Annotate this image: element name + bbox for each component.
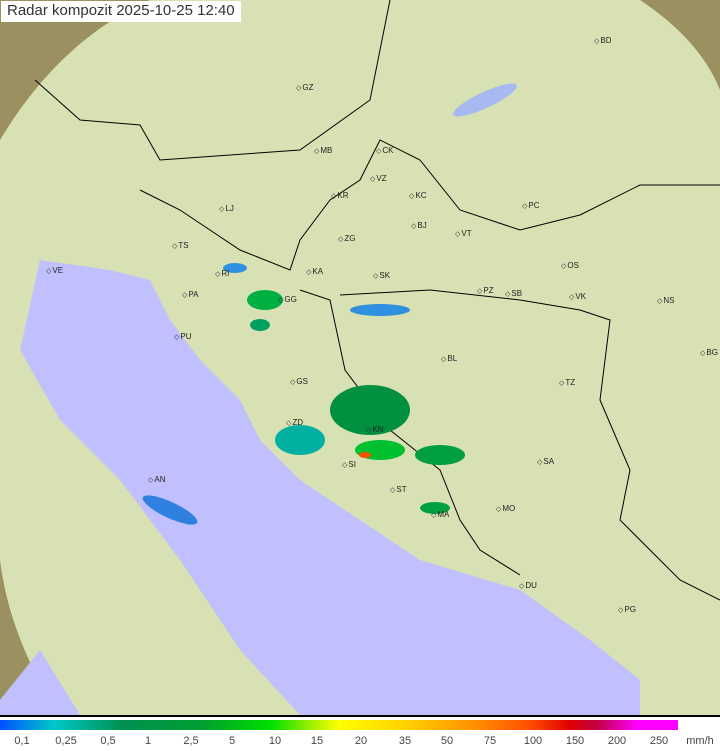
lake-balaton: [453, 83, 517, 117]
legend-tick: 0,25: [55, 735, 77, 747]
color-scale-bar: [0, 720, 678, 730]
city-label: GS: [290, 377, 308, 386]
city-label: VT: [455, 229, 471, 238]
city-label: KN: [366, 425, 383, 434]
legend-tick: 150: [565, 735, 585, 747]
city-label: SI: [342, 460, 356, 469]
city-label: GZ: [296, 83, 313, 92]
legend-tick: 75: [483, 735, 497, 747]
city-label: ZG: [338, 234, 355, 243]
map-title: Radar kompozit 2025-10-25 12:40: [1, 1, 241, 22]
legend-tick: 0,1: [14, 735, 30, 747]
city-label: PU: [174, 332, 191, 341]
city-label: RI: [215, 269, 229, 278]
city-label: BJ: [411, 221, 426, 230]
city-label: BL: [441, 354, 457, 363]
city-label: DU: [519, 581, 537, 590]
city-label: SK: [373, 271, 390, 280]
city-label: MA: [431, 510, 449, 519]
city-label: SA: [537, 457, 554, 466]
city-label: PZ: [477, 286, 493, 295]
city-label: ZD: [286, 418, 303, 427]
legend-tick: 250: [649, 735, 669, 747]
precipitation-legend: 0,1 0,25 0,5 1 2,5 5 10 15 20 35 50 75 1…: [0, 718, 720, 751]
city-label: CK: [376, 146, 393, 155]
city-label: MB: [314, 146, 332, 155]
city-label: GG: [278, 295, 296, 304]
city-label: VK: [569, 292, 586, 301]
adriatic-sea: [20, 260, 640, 715]
legend-unit: mm/h: [686, 735, 714, 747]
legend-tick: 10: [268, 735, 282, 747]
legend-tick: 200: [607, 735, 627, 747]
legend-tick: 35: [398, 735, 412, 747]
city-label: PC: [522, 201, 539, 210]
city-label: VZ: [370, 174, 386, 183]
city-label: BD: [594, 36, 611, 45]
city-label: TZ: [559, 378, 575, 387]
legend-tick: 20: [354, 735, 368, 747]
legend-tick: 5: [228, 735, 236, 747]
city-label: PA: [182, 290, 198, 299]
city-label: OS: [561, 261, 579, 270]
legend-tick: 15: [310, 735, 324, 747]
city-label: PG: [618, 605, 636, 614]
city-label: KA: [306, 267, 323, 276]
city-label: NS: [657, 296, 674, 305]
tyrrhenian-sea: [0, 650, 80, 715]
radar-map[interactable]: Radar kompozit 2025-10-25 12:40 BD GZ MB…: [0, 0, 720, 717]
city-label: TS: [172, 241, 188, 250]
legend-tick: 2,5: [183, 735, 199, 747]
legend-tick: 1: [144, 735, 152, 747]
city-label: KR: [331, 191, 348, 200]
legend-tick: 0,5: [100, 735, 116, 747]
city-label: LJ: [219, 204, 233, 213]
legend-tick: 50: [440, 735, 454, 747]
city-label: BG: [700, 348, 718, 357]
city-label: ST: [390, 485, 406, 494]
city-label: KC: [409, 191, 426, 200]
city-label: MO: [496, 504, 515, 513]
city-label: VE: [46, 266, 63, 275]
city-label: AN: [148, 475, 165, 484]
map-graphics: [0, 0, 720, 715]
legend-tick: 100: [523, 735, 543, 747]
city-label: SB: [505, 289, 522, 298]
borders: [34, 0, 720, 601]
